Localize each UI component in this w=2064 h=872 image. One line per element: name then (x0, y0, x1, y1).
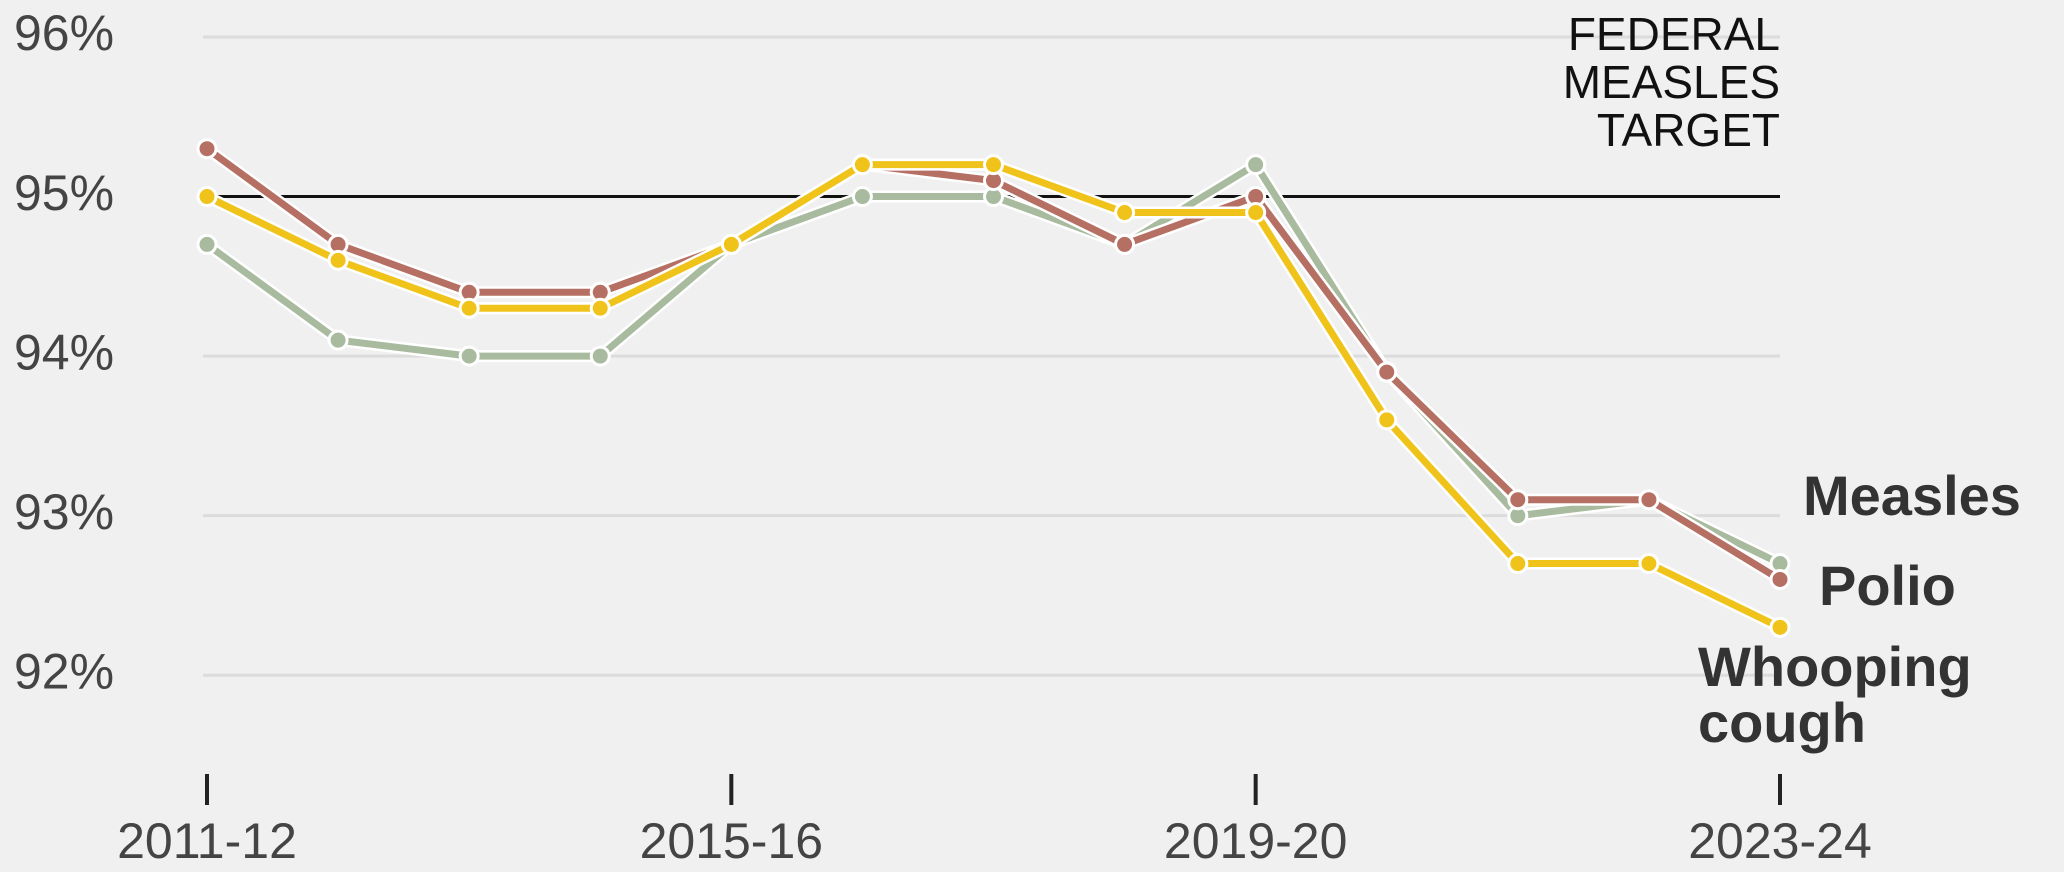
point (327, 329, 349, 351)
point (1769, 568, 1791, 590)
series-label: Polio (1819, 554, 1956, 617)
series-label: Whooping cough (1698, 635, 1972, 754)
x-tick-label: 2019-20 (1164, 813, 1348, 869)
point (458, 297, 480, 319)
point (196, 186, 218, 208)
annotation: MEASLES (1563, 56, 1780, 108)
y-tick-label: 95% (14, 165, 114, 221)
point (1245, 202, 1267, 224)
y-tick-label: 96% (14, 5, 114, 61)
point (589, 345, 611, 367)
x-tick-label: 2023-24 (1688, 813, 1872, 869)
line-halo (204, 158, 1783, 633)
point (1769, 616, 1791, 638)
point (1114, 202, 1136, 224)
annotation: FEDERAL (1568, 8, 1780, 60)
point (1638, 489, 1660, 511)
point (458, 345, 480, 367)
point (1114, 233, 1136, 255)
x-tick-label: 2011-12 (117, 813, 297, 869)
point (1507, 553, 1529, 575)
y-tick-label: 94% (14, 324, 114, 380)
point (1507, 489, 1529, 511)
point (1638, 553, 1660, 575)
y-tick-label: 93% (14, 484, 114, 540)
point (1245, 154, 1267, 176)
point (720, 233, 742, 255)
x-tick-label: 2015-16 (640, 813, 824, 869)
point (851, 186, 873, 208)
point (589, 297, 611, 319)
point (327, 249, 349, 271)
point (1376, 361, 1398, 383)
series-label: Measles (1803, 464, 2021, 527)
point (1376, 409, 1398, 431)
annotation: TARGET (1597, 104, 1780, 156)
point (196, 233, 218, 255)
y-tick-label: 92% (14, 643, 114, 699)
point (196, 138, 218, 160)
point (983, 154, 1004, 176)
point (851, 154, 873, 176)
